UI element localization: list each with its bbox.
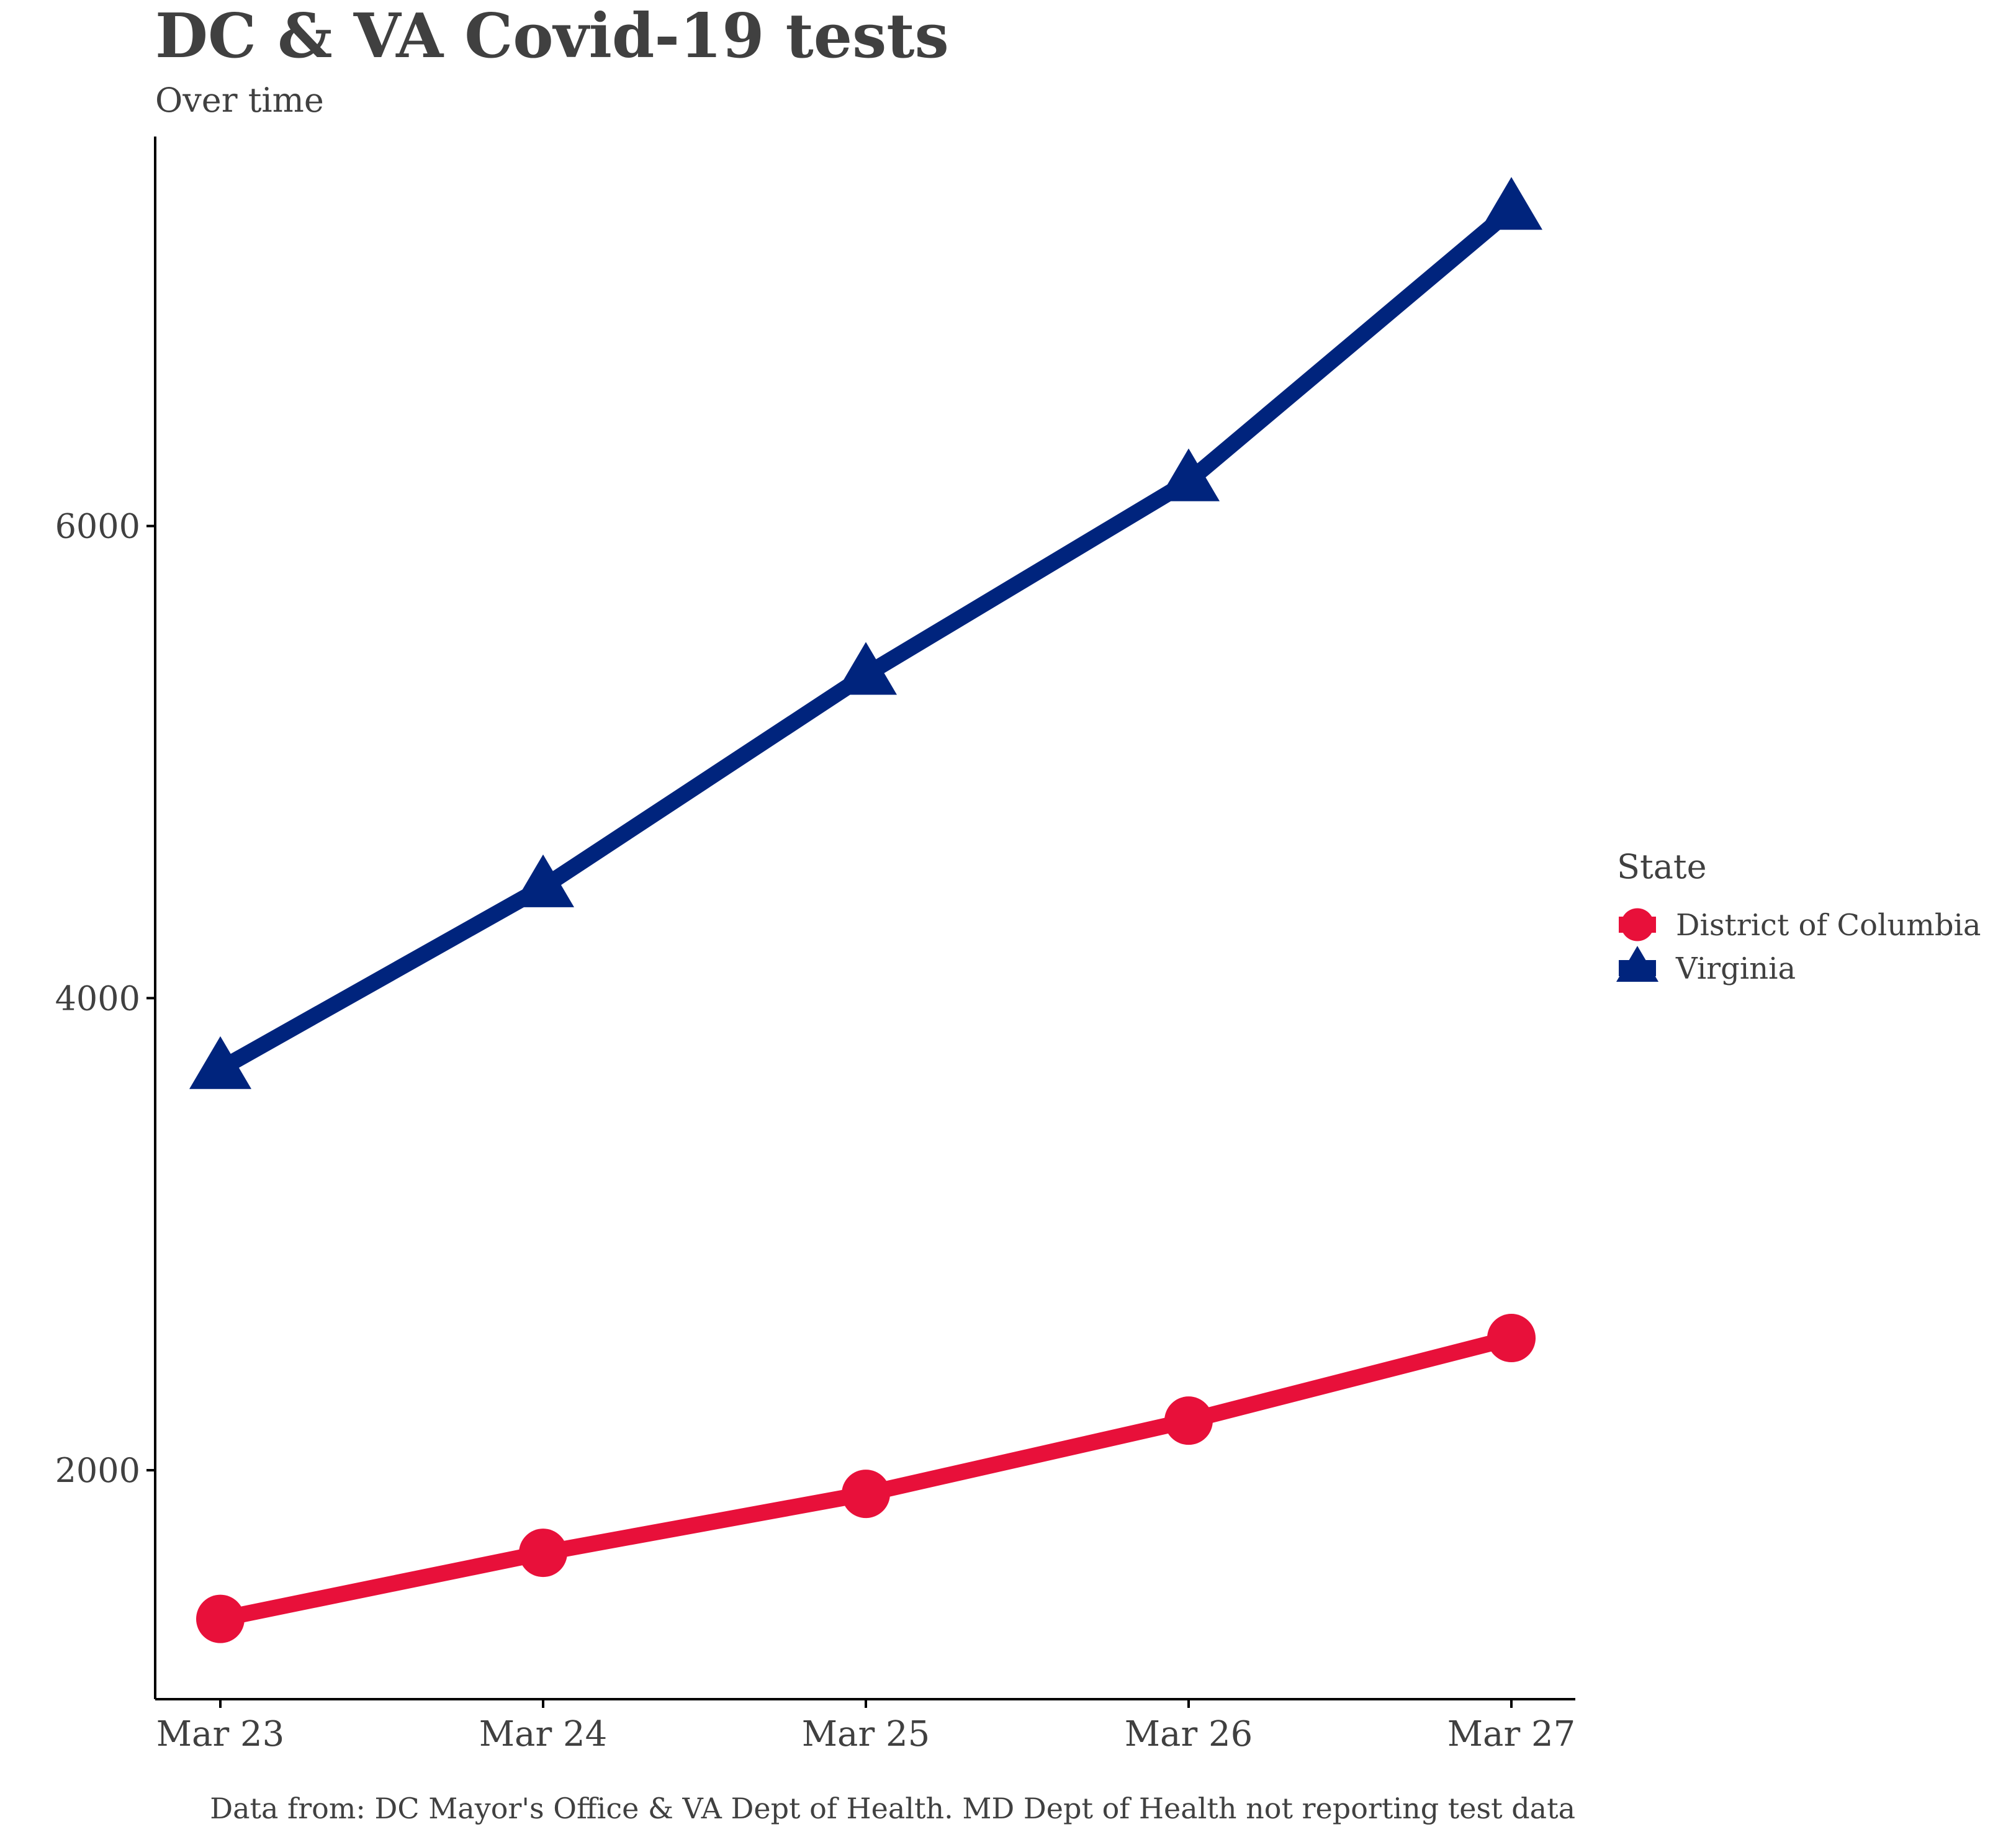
data-point xyxy=(519,1529,567,1578)
legend-label: Virginia xyxy=(1675,951,1796,986)
y-ticks: 2000 4000 6000 xyxy=(55,507,155,1490)
series-district-of-columbia xyxy=(196,1314,1536,1643)
x-ticks: Mar 23 Mar 24 Mar 25 Mar 26 Mar 27 xyxy=(156,1699,1576,1754)
x-tick-label: Mar 24 xyxy=(479,1714,608,1754)
y-tick-label: 4000 xyxy=(55,979,140,1018)
data-point xyxy=(835,642,897,695)
data-point xyxy=(842,1470,890,1519)
x-tick-label: Mar 26 xyxy=(1125,1714,1253,1754)
legend-items: District of Columbia Virginia xyxy=(1616,908,1981,986)
series-virginia xyxy=(189,177,1542,1089)
data-point xyxy=(1487,1314,1536,1363)
y-tick-label: 6000 xyxy=(55,507,140,546)
data-point xyxy=(1480,177,1542,230)
legend: State District of Columbia Virginia xyxy=(1616,847,1981,986)
series-layer xyxy=(189,177,1542,1643)
chart-caption: Data from: DC Mayor's Office & VA Dept o… xyxy=(210,1792,1575,1825)
y-tick-label: 2000 xyxy=(55,1451,140,1490)
x-tick-label: Mar 27 xyxy=(1447,1714,1576,1754)
data-point xyxy=(196,1594,245,1643)
chart-title: DC & VA Covid-19 tests xyxy=(155,1,949,72)
x-tick-label: Mar 23 xyxy=(156,1714,285,1754)
legend-title: State xyxy=(1617,847,1707,886)
data-point xyxy=(512,854,574,907)
legend-label: District of Columbia xyxy=(1676,908,1981,943)
chart-subtitle: Over time xyxy=(155,81,324,120)
legend-item: District of Columbia xyxy=(1619,908,1981,943)
series-line xyxy=(212,201,1519,1077)
data-point xyxy=(1164,1396,1213,1445)
legend-item: Virginia xyxy=(1616,946,1796,986)
legend-key-marker xyxy=(1616,946,1658,982)
data-point xyxy=(1158,448,1220,501)
data-point xyxy=(189,1036,251,1089)
axes xyxy=(154,137,1575,1700)
legend-key-marker xyxy=(1621,908,1654,941)
x-tick-label: Mar 25 xyxy=(802,1714,930,1754)
